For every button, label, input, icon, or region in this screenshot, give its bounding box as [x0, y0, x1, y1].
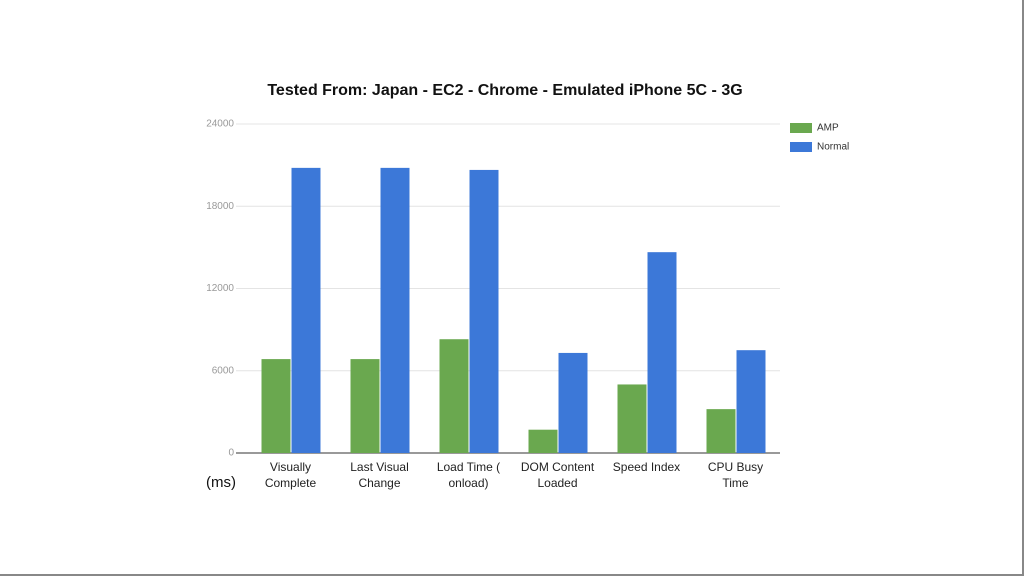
- bar: [261, 359, 291, 453]
- bar: [439, 339, 469, 453]
- x-tick-label: Speed Index: [612, 460, 681, 474]
- y-tick-label: 0: [228, 448, 234, 459]
- x-tick-label: DOM Content Loaded: [520, 460, 595, 490]
- bar: [291, 167, 321, 453]
- x-tick-label: Last Visual Change: [350, 460, 409, 490]
- bar: [380, 167, 410, 453]
- x-tick-label: Load Time ( onload): [436, 460, 501, 490]
- bar: [528, 429, 558, 453]
- y-tick-label: 6000: [212, 365, 235, 376]
- chart-title: Tested From: Japan - EC2 - Chrome - Emul…: [267, 82, 742, 99]
- x-tick-label: CPU Busy Time: [707, 460, 764, 490]
- y-tick-label: 18000: [206, 201, 234, 212]
- legend-swatch: [790, 123, 812, 133]
- legend-label: Normal: [817, 142, 849, 153]
- bar: [647, 252, 677, 453]
- y-tick-label: 12000: [206, 283, 234, 294]
- y-tick-label: 24000: [206, 119, 234, 130]
- bar: [558, 352, 588, 453]
- y-axis-label: (ms): [206, 474, 236, 491]
- bar: [706, 409, 736, 453]
- x-tick-label: Visually Complete: [264, 460, 317, 490]
- legend-label: AMP: [817, 123, 839, 134]
- bar: [350, 359, 380, 453]
- bar: [617, 384, 647, 453]
- bar: [736, 350, 766, 453]
- legend-swatch: [790, 142, 812, 152]
- bar: [469, 169, 499, 453]
